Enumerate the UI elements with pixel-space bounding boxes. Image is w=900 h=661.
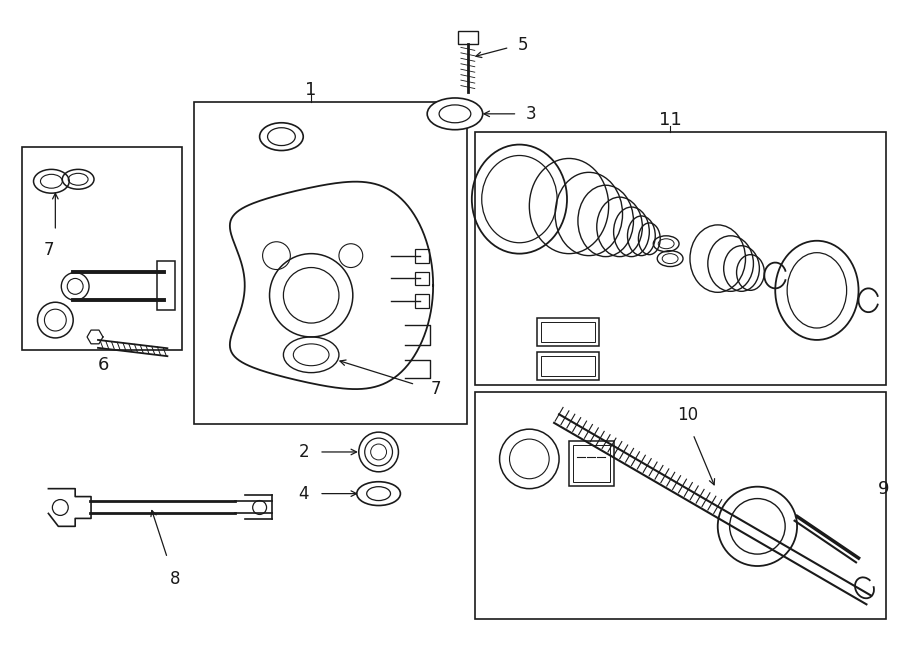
Text: 1: 1 <box>305 81 317 99</box>
Text: 3: 3 <box>526 105 536 123</box>
Ellipse shape <box>428 98 482 130</box>
Bar <box>475 393 886 619</box>
Bar <box>537 352 598 379</box>
Bar <box>458 30 478 44</box>
Text: 6: 6 <box>97 356 109 373</box>
Text: 8: 8 <box>170 570 181 588</box>
Text: 5: 5 <box>518 36 528 54</box>
Bar <box>194 102 467 424</box>
Bar <box>22 147 183 350</box>
Bar <box>541 356 595 375</box>
Text: 7: 7 <box>43 241 54 258</box>
Bar <box>537 318 598 346</box>
Bar <box>415 272 429 286</box>
Text: 11: 11 <box>659 111 681 129</box>
Text: 7: 7 <box>430 381 441 399</box>
Ellipse shape <box>61 272 89 300</box>
Bar <box>541 322 595 342</box>
Text: 2: 2 <box>299 443 310 461</box>
Bar <box>158 260 176 310</box>
Text: 10: 10 <box>678 407 698 424</box>
Ellipse shape <box>356 482 400 506</box>
Ellipse shape <box>439 105 471 123</box>
Ellipse shape <box>366 486 391 500</box>
Bar <box>415 294 429 308</box>
Bar <box>573 445 609 482</box>
Text: 4: 4 <box>299 485 310 502</box>
Bar <box>475 132 886 385</box>
Bar <box>415 249 429 262</box>
Bar <box>569 441 614 486</box>
Text: 9: 9 <box>878 480 890 498</box>
